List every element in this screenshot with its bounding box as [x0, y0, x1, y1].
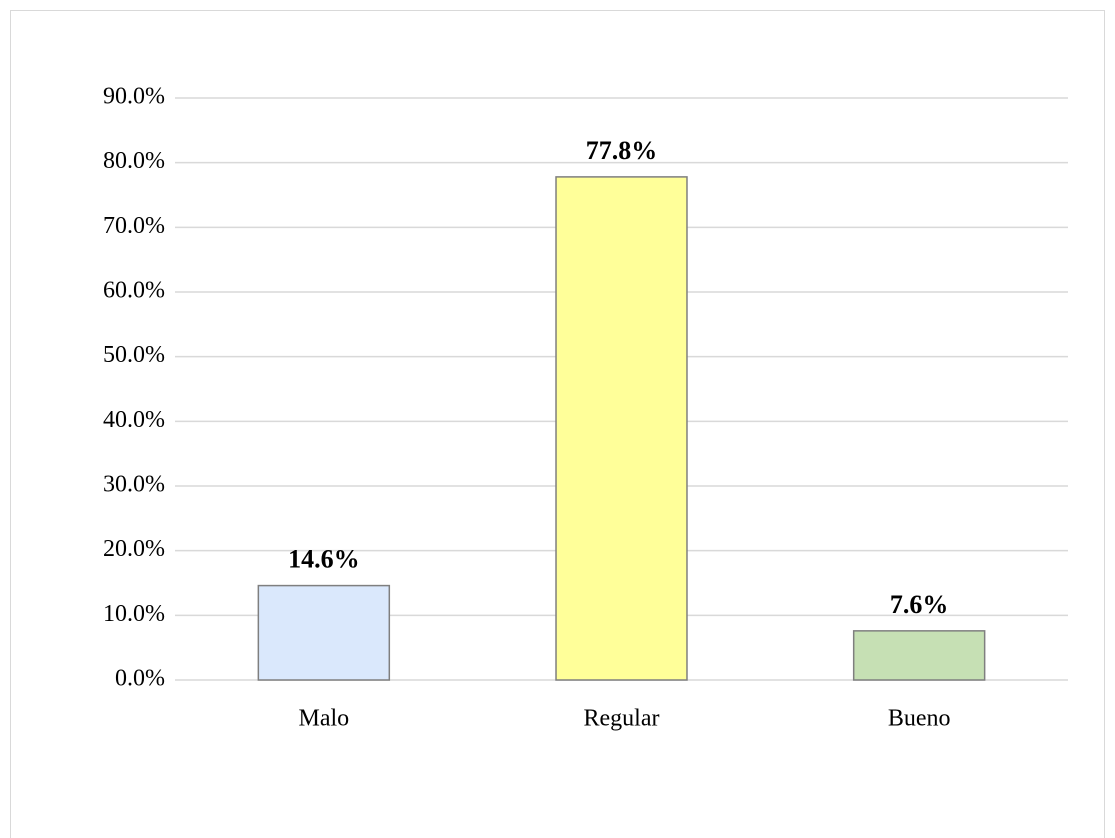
y-tick-label: 60.0% [103, 278, 165, 304]
y-tick-label: 50.0% [103, 342, 165, 368]
data-label: 7.6% [890, 590, 949, 619]
x-tick-label: Bueno [888, 706, 951, 732]
bar [852, 630, 986, 681]
x-tick-label: Regular [584, 706, 660, 732]
y-tick-label: 30.0% [103, 472, 165, 498]
bar [257, 584, 391, 681]
y-tick-label: 80.0% [103, 148, 165, 174]
y-tick-label: 40.0% [103, 407, 165, 433]
y-tick-label: 20.0% [103, 536, 165, 562]
y-tick-label: 70.0% [103, 213, 165, 239]
bar [555, 176, 688, 681]
data-label: 14.6% [288, 545, 360, 574]
x-tick-label: Malo [298, 706, 349, 732]
y-tick-label: 90.0% [103, 84, 165, 110]
data-label: 77.8% [586, 136, 658, 165]
y-tick-label: 10.0% [103, 601, 165, 627]
y-tick-label: 0.0% [115, 666, 165, 692]
